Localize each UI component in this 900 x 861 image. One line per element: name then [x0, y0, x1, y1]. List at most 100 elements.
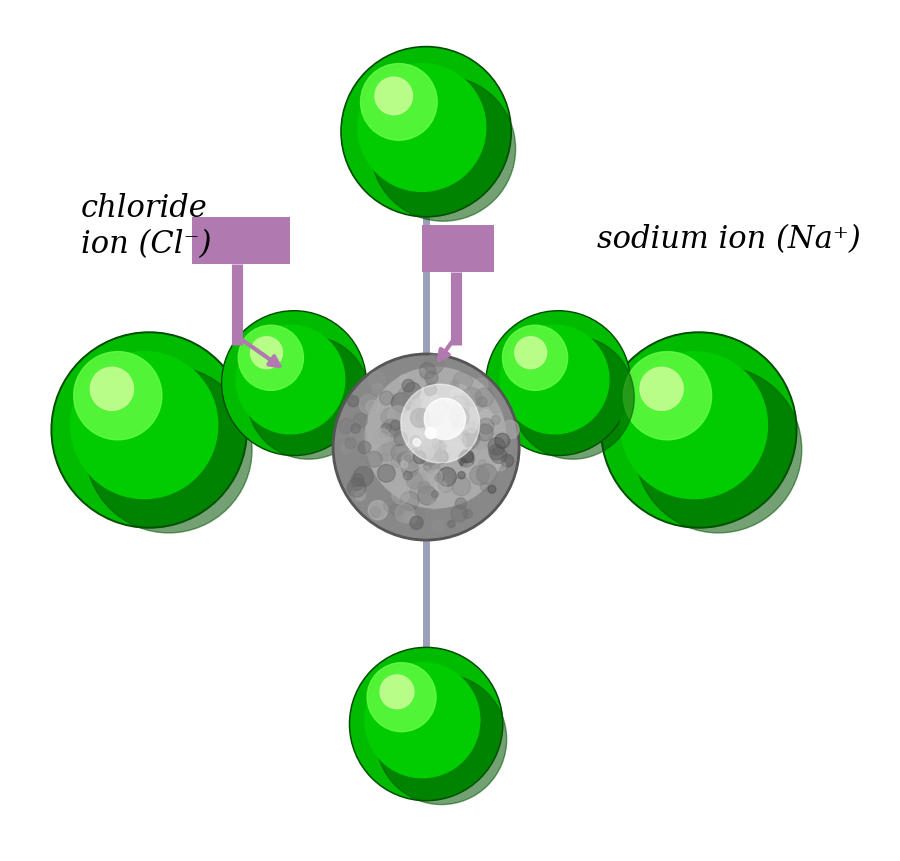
Circle shape — [356, 63, 496, 202]
Circle shape — [435, 451, 448, 464]
Circle shape — [352, 650, 500, 798]
Circle shape — [332, 354, 520, 542]
Circle shape — [53, 334, 246, 527]
Circle shape — [692, 424, 706, 437]
Circle shape — [120, 401, 178, 460]
Circle shape — [632, 363, 766, 498]
Circle shape — [528, 354, 589, 414]
Circle shape — [144, 425, 154, 436]
Circle shape — [408, 509, 425, 526]
Circle shape — [421, 423, 430, 431]
Circle shape — [356, 62, 497, 203]
Circle shape — [460, 460, 467, 467]
Circle shape — [254, 344, 334, 424]
Circle shape — [536, 362, 580, 406]
Circle shape — [344, 50, 508, 215]
Circle shape — [384, 682, 468, 766]
Circle shape — [546, 372, 571, 396]
Circle shape — [415, 121, 437, 144]
Circle shape — [271, 361, 317, 406]
Circle shape — [539, 364, 578, 403]
Circle shape — [425, 385, 436, 396]
Circle shape — [488, 438, 505, 455]
Circle shape — [284, 373, 305, 394]
Circle shape — [236, 325, 352, 442]
Circle shape — [360, 658, 492, 790]
Circle shape — [414, 439, 428, 454]
Circle shape — [228, 318, 360, 450]
Circle shape — [371, 77, 482, 188]
Circle shape — [234, 324, 355, 444]
Circle shape — [386, 684, 466, 764]
Circle shape — [603, 335, 795, 526]
Circle shape — [61, 343, 238, 518]
Circle shape — [351, 649, 501, 800]
Circle shape — [398, 696, 454, 753]
Circle shape — [384, 435, 393, 443]
Circle shape — [612, 344, 786, 517]
Circle shape — [404, 703, 448, 746]
Circle shape — [386, 93, 466, 172]
Circle shape — [422, 128, 430, 137]
Circle shape — [282, 372, 306, 396]
Circle shape — [402, 108, 450, 157]
Circle shape — [394, 432, 408, 446]
Circle shape — [236, 325, 345, 434]
Circle shape — [634, 365, 764, 496]
Circle shape — [133, 414, 166, 447]
Circle shape — [624, 352, 712, 440]
Circle shape — [426, 439, 442, 455]
Circle shape — [391, 504, 402, 516]
Circle shape — [287, 376, 302, 391]
Circle shape — [247, 337, 341, 430]
Circle shape — [508, 333, 609, 434]
Circle shape — [59, 341, 239, 520]
Circle shape — [537, 363, 579, 404]
Circle shape — [448, 428, 461, 440]
Circle shape — [138, 419, 160, 442]
Circle shape — [430, 502, 438, 510]
Circle shape — [652, 383, 746, 478]
Circle shape — [521, 346, 596, 421]
Circle shape — [349, 647, 503, 801]
Circle shape — [627, 359, 770, 502]
Circle shape — [69, 350, 230, 511]
Circle shape — [449, 393, 465, 410]
Circle shape — [543, 368, 574, 400]
Circle shape — [385, 684, 467, 765]
Circle shape — [532, 357, 585, 410]
Circle shape — [422, 721, 430, 728]
Circle shape — [522, 348, 594, 420]
Circle shape — [624, 356, 774, 505]
Circle shape — [694, 425, 704, 436]
Circle shape — [389, 96, 464, 170]
Circle shape — [608, 339, 790, 522]
Circle shape — [375, 82, 477, 183]
Circle shape — [371, 77, 516, 222]
Circle shape — [423, 443, 437, 458]
Circle shape — [130, 411, 168, 450]
Circle shape — [413, 711, 439, 737]
Circle shape — [274, 364, 313, 403]
Circle shape — [364, 661, 489, 787]
Circle shape — [508, 334, 608, 433]
Circle shape — [635, 367, 802, 533]
Circle shape — [470, 466, 489, 486]
Circle shape — [90, 372, 208, 489]
Circle shape — [622, 354, 776, 507]
Circle shape — [368, 501, 388, 520]
Circle shape — [354, 467, 373, 486]
Circle shape — [350, 429, 366, 445]
Circle shape — [241, 331, 347, 437]
Circle shape — [408, 514, 417, 523]
Circle shape — [281, 370, 307, 397]
Circle shape — [403, 472, 412, 480]
Circle shape — [420, 127, 432, 139]
Circle shape — [383, 499, 396, 512]
Circle shape — [602, 334, 796, 527]
Circle shape — [351, 474, 364, 486]
Circle shape — [380, 678, 473, 770]
Circle shape — [479, 460, 487, 468]
Circle shape — [427, 404, 447, 424]
Circle shape — [382, 681, 470, 768]
